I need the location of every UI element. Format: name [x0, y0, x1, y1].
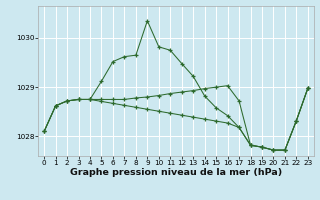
- X-axis label: Graphe pression niveau de la mer (hPa): Graphe pression niveau de la mer (hPa): [70, 168, 282, 177]
